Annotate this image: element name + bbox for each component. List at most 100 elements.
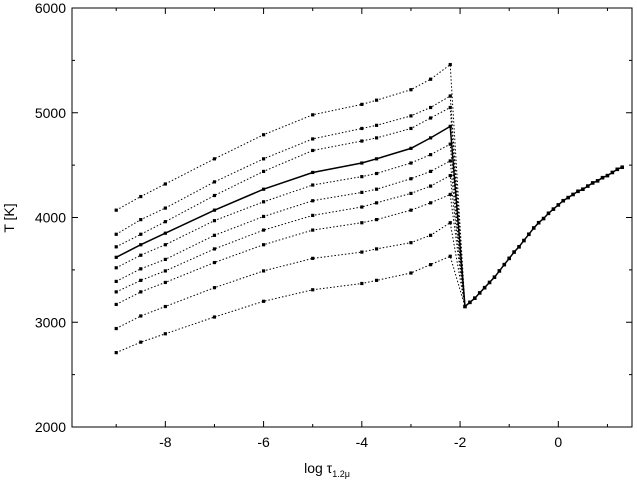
series-2-point <box>360 126 364 131</box>
series-10 <box>114 254 466 355</box>
series-1-point <box>428 77 433 81</box>
series-4-point <box>360 161 364 165</box>
series-2-point <box>163 206 167 210</box>
series-3-point <box>114 245 118 249</box>
axis-tick-labels: -8 -6 -4 -2 0 2000 3000 4000 5000 6000 <box>35 0 563 450</box>
lower-curve-point <box>507 256 511 261</box>
series-9-point <box>139 314 143 318</box>
series-6-point <box>163 257 167 261</box>
series-7-point <box>409 191 413 196</box>
series-9-point <box>261 269 266 273</box>
series-2-point <box>409 114 413 118</box>
series-8-point <box>212 260 217 265</box>
series-8 <box>114 192 466 307</box>
axis-ticks <box>72 7 632 428</box>
lower-curve-point <box>571 192 575 197</box>
series-6-point <box>212 233 217 237</box>
series-9-point <box>311 256 315 260</box>
series-3-point <box>261 169 266 174</box>
series-7 <box>114 174 466 307</box>
lower-curve-point <box>527 232 531 237</box>
series-4-line <box>115 125 466 307</box>
series-3-point <box>374 136 379 140</box>
series-4-point <box>163 231 167 235</box>
series-10-point <box>311 288 315 292</box>
series-5-point <box>374 171 379 176</box>
lower-curve-point <box>517 245 521 249</box>
lower-curve-point <box>566 195 570 200</box>
series-2-point <box>139 217 143 222</box>
series-9-point <box>212 286 217 290</box>
lower-curve-point <box>561 198 566 203</box>
lower-curve-point <box>473 296 477 300</box>
lower-curve-point <box>468 300 472 305</box>
lower-curve-point <box>492 275 497 280</box>
lower-curve <box>463 165 624 309</box>
series-3 <box>114 105 466 307</box>
y-tick-label: 2000 <box>35 419 66 435</box>
series-7-point <box>360 205 364 209</box>
series-8-point <box>114 302 118 307</box>
series-2-point <box>448 94 452 98</box>
series-5-point <box>114 266 118 270</box>
series-10-line <box>116 255 466 354</box>
series-1-point <box>374 98 379 102</box>
series-6-point <box>139 267 143 271</box>
lower-curve-point <box>556 203 561 207</box>
lower-curve-point <box>487 280 492 285</box>
series-10-point <box>114 351 118 355</box>
series-8-point <box>261 243 266 247</box>
x-tick-label: -2 <box>454 434 467 450</box>
series-9-point <box>448 221 452 225</box>
series-6-line <box>115 160 466 307</box>
series-4-point <box>409 146 413 150</box>
series-4 <box>114 124 466 307</box>
lower-curve-point <box>536 220 541 225</box>
series-4-point <box>212 208 217 212</box>
series-6-point <box>261 214 266 219</box>
series-9-point <box>374 247 379 251</box>
series-5-point <box>428 153 433 157</box>
series-7-point <box>261 228 266 232</box>
series-8-point <box>139 290 143 294</box>
series-group <box>114 62 624 355</box>
series-10-point <box>139 340 143 344</box>
series-6-point <box>428 169 433 174</box>
plot-frame <box>71 7 633 428</box>
x-tick-label: -4 <box>356 434 369 450</box>
y-tick-label: 3000 <box>35 314 66 330</box>
series-7-point <box>163 269 167 273</box>
series-7-line <box>115 174 466 307</box>
series-5-point <box>212 219 217 223</box>
lower-curve-point <box>576 189 580 194</box>
x-tick-label: -6 <box>257 434 270 450</box>
series-2-point <box>212 180 217 184</box>
lower-curve-point <box>541 216 546 221</box>
series-1-point <box>360 102 364 106</box>
series-2 <box>114 94 466 307</box>
series-10-point <box>374 278 379 282</box>
series-5-point <box>261 200 266 204</box>
series-9-point <box>428 233 433 237</box>
series-6 <box>114 159 466 307</box>
series-2-point <box>374 123 379 127</box>
series-3-line <box>115 106 466 307</box>
series-4-point <box>448 124 452 128</box>
series-3-point <box>311 148 315 153</box>
x-axis-title: log τ1.2μ <box>304 460 350 479</box>
series-5-point <box>409 161 413 165</box>
series-6-point <box>448 159 452 163</box>
series-6-point <box>311 199 315 203</box>
series-4-point <box>311 170 315 175</box>
series-4-point <box>261 187 266 191</box>
series-7-point <box>374 201 379 205</box>
series-2-point <box>114 232 118 236</box>
lower-curve-point <box>477 291 482 295</box>
series-1-point <box>261 133 266 137</box>
series-5 <box>114 142 466 307</box>
lower-curve-point <box>522 238 526 243</box>
series-9-point <box>360 250 364 254</box>
x-axis-title-subscript: 1.2μ <box>332 469 350 479</box>
series-5-point <box>139 253 143 257</box>
